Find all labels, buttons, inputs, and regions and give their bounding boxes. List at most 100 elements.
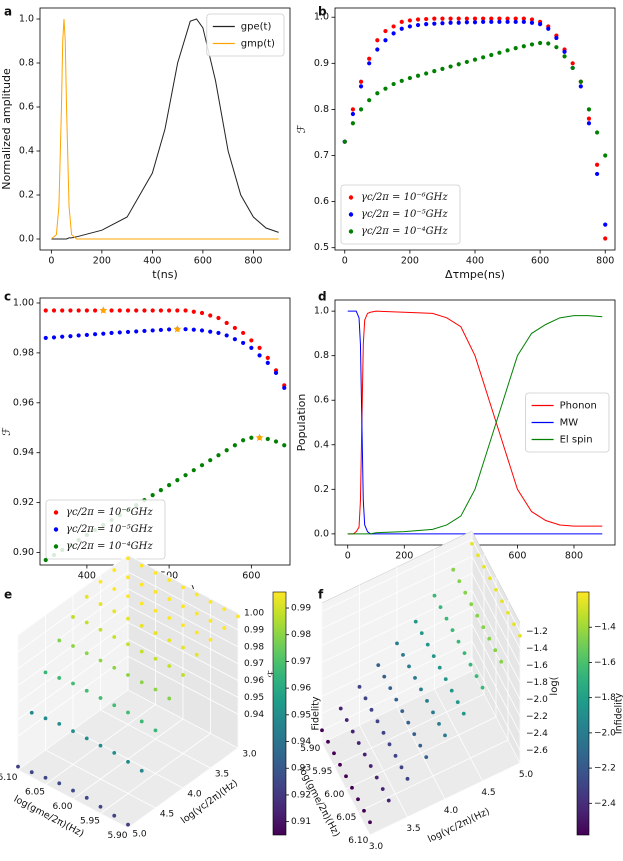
scatter3d-point	[112, 635, 117, 639]
scatter3d-point	[369, 707, 374, 712]
x-tick-label: 6.10	[0, 773, 18, 783]
z-grid-line	[127, 639, 239, 698]
scatter3d-point	[98, 602, 103, 606]
scatter-point	[603, 153, 608, 158]
y-tick-label: 1.0	[314, 306, 329, 317]
y-tick-label: 3.5	[406, 824, 420, 834]
scatter3d-point	[126, 575, 130, 580]
scatter-point	[282, 443, 287, 448]
scatter3d-point	[112, 568, 117, 572]
scatter-point	[538, 22, 543, 27]
scatter-point	[432, 16, 437, 21]
z-axis-label: log(	[549, 676, 560, 695]
scatter-point	[383, 86, 388, 91]
scatter3d-point	[167, 664, 172, 668]
scatter3d-point	[126, 759, 130, 764]
scatter3d-point	[194, 592, 199, 597]
scatter-point	[76, 333, 81, 338]
y-grid-line	[321, 742, 371, 836]
scatter3d-point	[126, 710, 130, 715]
scatter-point	[399, 26, 404, 31]
scatter3d-point	[431, 710, 435, 715]
z-grid-line	[471, 573, 521, 666]
scatter-point	[51, 335, 57, 340]
legend-label: γc/2π = 10⁻⁴GHz	[361, 226, 448, 237]
legend-box	[45, 499, 166, 560]
scatter-point	[183, 308, 188, 313]
scatter-point	[249, 345, 254, 351]
colorbar	[272, 591, 287, 836]
scatter3d-point	[181, 585, 185, 590]
scatter-point	[109, 308, 114, 313]
scatter3d-point	[456, 639, 461, 644]
y-grid-line	[127, 689, 239, 749]
series-line	[51, 18, 279, 240]
scatter-point	[538, 40, 543, 46]
y-tick-label: 0.2	[19, 190, 34, 201]
scatter-point	[424, 22, 429, 27]
scatter-point	[282, 385, 287, 390]
scatter3d-point	[463, 590, 468, 595]
scatter-point	[150, 308, 155, 313]
scatter3d-point	[139, 768, 144, 773]
y-tick-label: 0.6	[19, 102, 34, 113]
scatter-point	[350, 111, 356, 117]
scatter3d-point	[236, 614, 240, 619]
y-axis-label: ℱ	[295, 124, 308, 133]
z-tick-label: 0.94	[244, 710, 264, 720]
y-tick-label: 0.0	[314, 528, 329, 539]
legend-label: γc/2π = 10⁻⁴GHz	[66, 541, 153, 552]
z-tick-label: −2.0	[526, 695, 548, 705]
y-tick-label: 0.8	[314, 104, 329, 115]
scatter3d-point	[382, 674, 387, 679]
z-grid-line	[321, 590, 473, 663]
scatter-point	[513, 16, 518, 21]
y-tick-label: 0.6	[314, 395, 329, 406]
scatter-point	[407, 24, 412, 29]
scatter-point	[199, 463, 205, 468]
scatter-point	[216, 330, 221, 336]
scatter3d-point	[71, 615, 75, 619]
scatter3d-point	[451, 567, 456, 572]
scatter3d-point	[437, 721, 441, 726]
scatter3d-point	[84, 688, 89, 693]
scatter-point	[505, 16, 510, 21]
scatter-point	[167, 308, 172, 313]
scatter3d-point	[153, 608, 158, 613]
legend-label: El spin	[560, 435, 593, 446]
z-grid-line	[471, 641, 521, 734]
scatter3d-point	[493, 648, 498, 653]
scatter3d-point	[112, 813, 117, 818]
scatter3d-point	[71, 729, 75, 734]
z-tick-label: 1.00	[244, 609, 264, 619]
scatter-point	[432, 21, 437, 26]
scatter-point	[273, 370, 279, 375]
colorbar-tick-label: 0.91	[291, 817, 311, 827]
scatter3d-point	[29, 770, 34, 775]
scatter-point	[448, 20, 453, 25]
scatter-point	[529, 20, 535, 25]
scatter-point	[424, 16, 429, 22]
scatter3d-point	[443, 733, 447, 738]
z-tick-label: −2.6	[526, 746, 548, 756]
y-tick-label: 0.7	[314, 150, 329, 161]
scatter3d-point	[320, 728, 324, 733]
scatter-point	[603, 222, 608, 227]
x-tick-label: 800	[565, 551, 583, 562]
scatter-point	[241, 438, 246, 443]
scatter-point	[497, 19, 502, 24]
scatter-point	[92, 308, 98, 313]
scatter3d-point	[98, 579, 103, 584]
scatter3d-point	[405, 776, 410, 781]
scatter-point	[249, 338, 254, 343]
scatter3d-point	[126, 642, 130, 647]
scatter3d-point	[139, 601, 144, 606]
scatter3d-point	[481, 625, 486, 630]
y-tick-label: 0.90	[13, 547, 34, 558]
scatter-point	[158, 308, 163, 313]
scatter-point	[249, 435, 254, 440]
scatter-point	[117, 308, 122, 313]
legend-swatch	[348, 212, 354, 217]
x-tick-label: 200	[395, 551, 413, 562]
scatter-point	[456, 20, 461, 25]
